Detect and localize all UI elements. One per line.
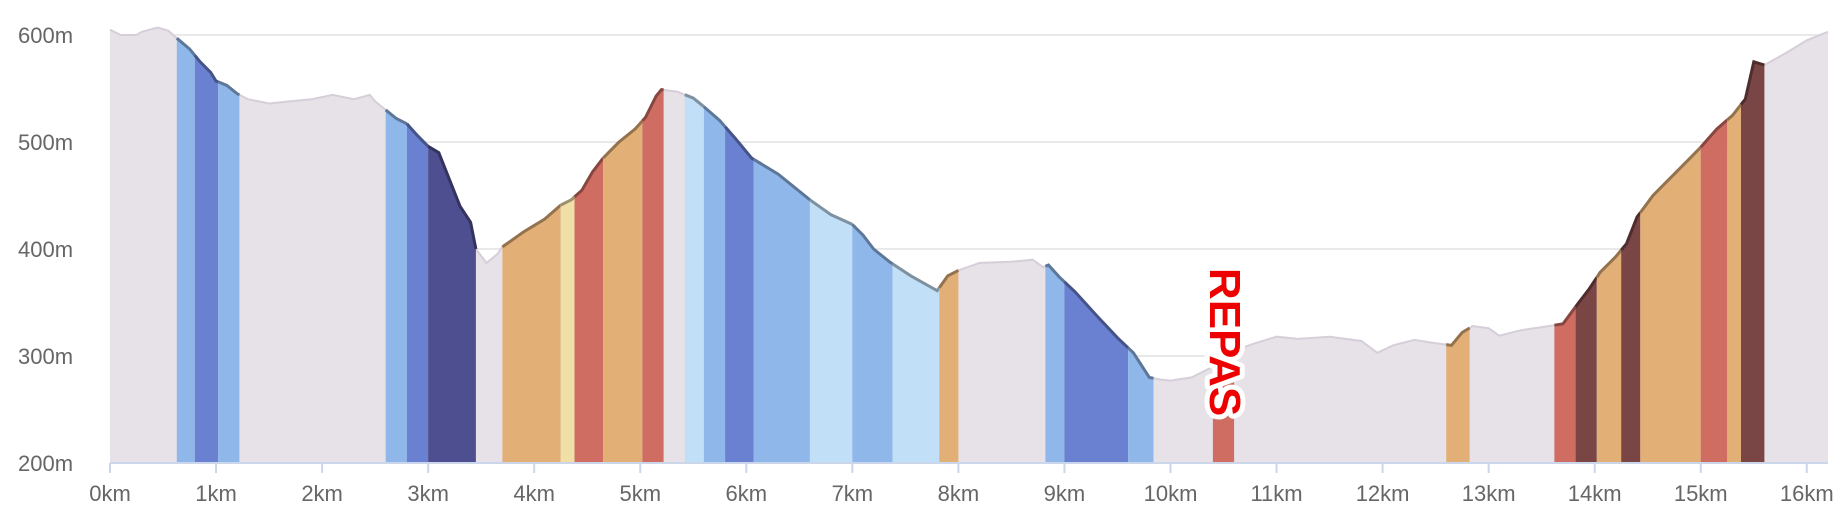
slope-segment-edge-1 [175,37,196,57]
slope-segment-1 [176,38,195,463]
slope-segment-edge-27 [1595,249,1623,279]
slope-segment-edge-30 [1699,118,1729,149]
slope-segment-edge-18 [891,262,941,293]
slope-segment-edge-23 [1211,349,1236,368]
slope-segment-29 [1640,147,1701,464]
slope-segment-11 [642,89,664,463]
x-tick-label: 6km [726,481,768,506]
x-tick-label: 1km [195,481,237,506]
slope-segment-edge-21 [1063,280,1130,349]
slope-segment-20 [1045,265,1065,463]
slope-segment-17 [852,224,893,463]
axes: 200m 300m 400m 500m 600m 0km 1km 2km 3km 4km 5km 6k… [18,23,1834,506]
slope-segment-edge-8 [560,195,576,207]
y-tick-label: 600m [18,23,73,48]
slope-segment-edge-14 [723,125,755,161]
slope-segment-edge-10 [602,119,644,160]
x-tick-label: 0km [89,481,131,506]
x-tick-label: 3km [407,481,449,506]
x-tick-label: 11km [1250,481,1302,506]
x-tick-label: 14km [1568,481,1622,506]
slope-segment-edge-22 [1127,346,1154,380]
slope-segment-edge-7 [501,203,562,249]
slope-segment-15 [753,159,810,464]
slope-segment-6 [428,146,476,464]
x-tick-label: 16km [1780,481,1834,506]
slope-segment-edge-32 [1739,59,1765,106]
slope-segment-25 [1554,306,1576,463]
slope-segment-24 [1446,328,1470,463]
slope-segment-edge-2 [193,54,219,84]
slope-segments [175,37,1765,464]
x-tick-label: 7km [832,481,874,506]
x-tick-label: 9km [1044,481,1086,506]
slope-segment-2 [194,55,219,464]
slope-segment-edge-25 [1554,305,1577,327]
y-tick-label: 300m [18,344,73,369]
slope-segment-edge-11 [641,87,664,122]
x-tick-label: 4km [513,481,555,506]
slope-segment-16 [809,199,853,464]
slope-segment-edge-15 [752,158,811,201]
slope-segment-27 [1596,250,1622,463]
slope-segment-7 [502,205,561,463]
slope-segment-12 [684,94,704,463]
slope-segment-edge-31 [1726,103,1743,122]
slope-segment-edge-6 [427,145,478,250]
slope-segment-21 [1064,281,1129,463]
slope-segment-edge-16 [809,198,853,226]
y-tick-label: 400m [18,237,73,262]
slope-segment-9 [574,158,604,463]
y-tick-label: 200m [18,451,73,476]
x-tick-label: 5km [619,481,661,506]
x-tick-label: 13km [1462,481,1516,506]
slope-segment-5 [406,123,429,464]
slope-segment-edge-24 [1446,326,1471,347]
slope-segment-edge-17 [851,223,894,266]
slope-segment-30 [1700,119,1728,464]
slope-segment-edge-19 [938,269,960,289]
x-tick-label: 15km [1674,481,1728,506]
slope-segment-18 [892,263,940,463]
x-tick-label: 10km [1144,481,1198,506]
slope-segment-19 [939,270,959,463]
slope-segment-edge-3 [217,80,241,97]
slope-segment-14 [725,126,754,463]
slope-segment-10 [603,120,643,464]
annotation-halo: REPAS [1200,268,1249,416]
slope-segment-edge-13 [702,105,727,128]
slope-segment-4 [385,109,407,464]
slope-segment-edge-9 [573,157,605,199]
slope-segment-23 [1212,350,1235,463]
slope-segment-edge-20 [1044,263,1066,283]
slope-segment-13 [703,106,726,463]
slope-segment-8 [560,196,575,463]
x-tick-label: 8km [938,481,980,506]
slope-segment-edge-28 [1620,211,1642,252]
x-tick-label: 12km [1356,481,1410,506]
slope-segment-28 [1621,212,1641,463]
y-tick-label: 500m [18,130,73,155]
slope-segment-edge-12 [684,93,705,108]
slope-segment-edge-5 [405,122,430,148]
slope-segment-edge-4 [384,108,408,126]
slope-segment-edge-29 [1639,146,1702,214]
slope-segment-31 [1727,104,1741,463]
annotation-text: REPAS [1200,268,1249,416]
slope-segment-3 [218,81,240,464]
slope-segment-32 [1741,61,1765,464]
slope-segment-edge-26 [1574,276,1599,308]
slope-segment-26 [1575,277,1597,463]
x-tick-label: 2km [301,481,343,506]
